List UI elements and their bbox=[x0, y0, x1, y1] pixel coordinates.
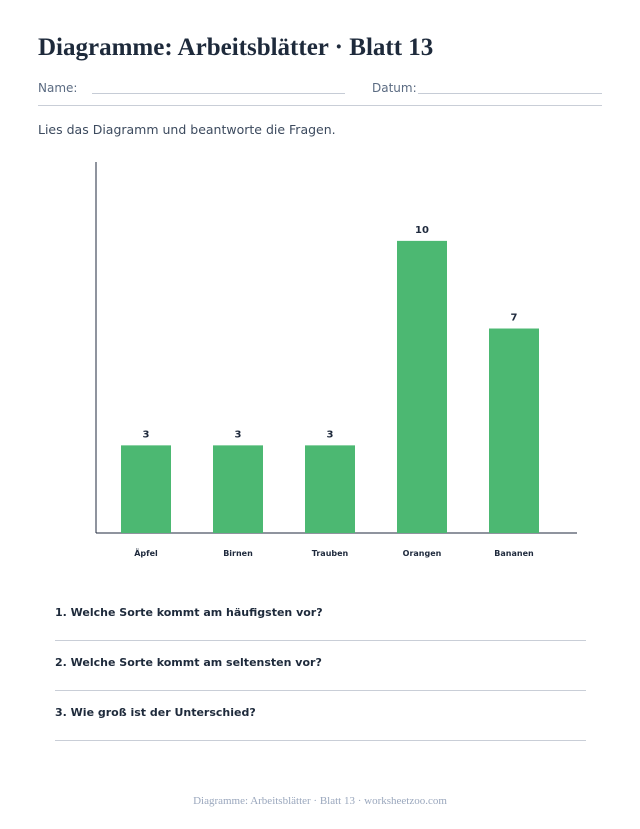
question-3: 3. Wie groß ist der Unterschied? bbox=[55, 706, 256, 719]
value-label-3: 10 bbox=[415, 225, 429, 236]
category-label-3: Orangen bbox=[403, 549, 442, 558]
instruction-text: Lies das Diagramm und beantworte die Fra… bbox=[38, 122, 336, 137]
value-label-2: 3 bbox=[327, 429, 334, 440]
name-label: Name: bbox=[38, 81, 78, 95]
name-field-line[interactable] bbox=[92, 93, 345, 94]
category-label-4: Bananen bbox=[494, 549, 534, 558]
question-2: 2. Welche Sorte kommt am seltensten vor? bbox=[55, 656, 322, 669]
bar-series: 3 Äpfel 3 Birnen 3 Trauben 10 Orangen 7 Bananen bbox=[121, 225, 539, 558]
value-label-1: 3 bbox=[235, 429, 242, 440]
header-divider bbox=[38, 105, 602, 106]
category-label-1: Birnen bbox=[223, 549, 253, 558]
bar-chart: 3 Äpfel 3 Birnen 3 Trauben 10 Orangen 7 Bananen bbox=[95, 162, 577, 558]
date-label: Datum: bbox=[372, 81, 417, 95]
bar-1 bbox=[213, 445, 263, 533]
bar-2 bbox=[305, 445, 355, 533]
category-label-0: Äpfel bbox=[134, 548, 158, 558]
footer: Diagramme: Arbeitsblätter · Blatt 13 · w… bbox=[193, 795, 447, 807]
question-1: 1. Welche Sorte kommt am häufigsten vor? bbox=[55, 606, 323, 619]
answer-line-2[interactable] bbox=[55, 690, 586, 691]
category-label-2: Trauben bbox=[312, 549, 349, 558]
value-label-0: 3 bbox=[143, 429, 150, 440]
bar-3 bbox=[397, 240, 447, 533]
date-field-line[interactable] bbox=[418, 93, 602, 94]
value-label-4: 7 bbox=[511, 313, 518, 324]
answer-line-3[interactable] bbox=[55, 740, 586, 741]
bar-0 bbox=[121, 445, 171, 533]
answer-line-1[interactable] bbox=[55, 640, 586, 641]
bar-4 bbox=[489, 328, 539, 533]
worksheet-title: Diagramme: Arbeitsblätter · Blatt 13 bbox=[38, 34, 434, 61]
name-date-row: Name: Datum: bbox=[38, 81, 602, 101]
